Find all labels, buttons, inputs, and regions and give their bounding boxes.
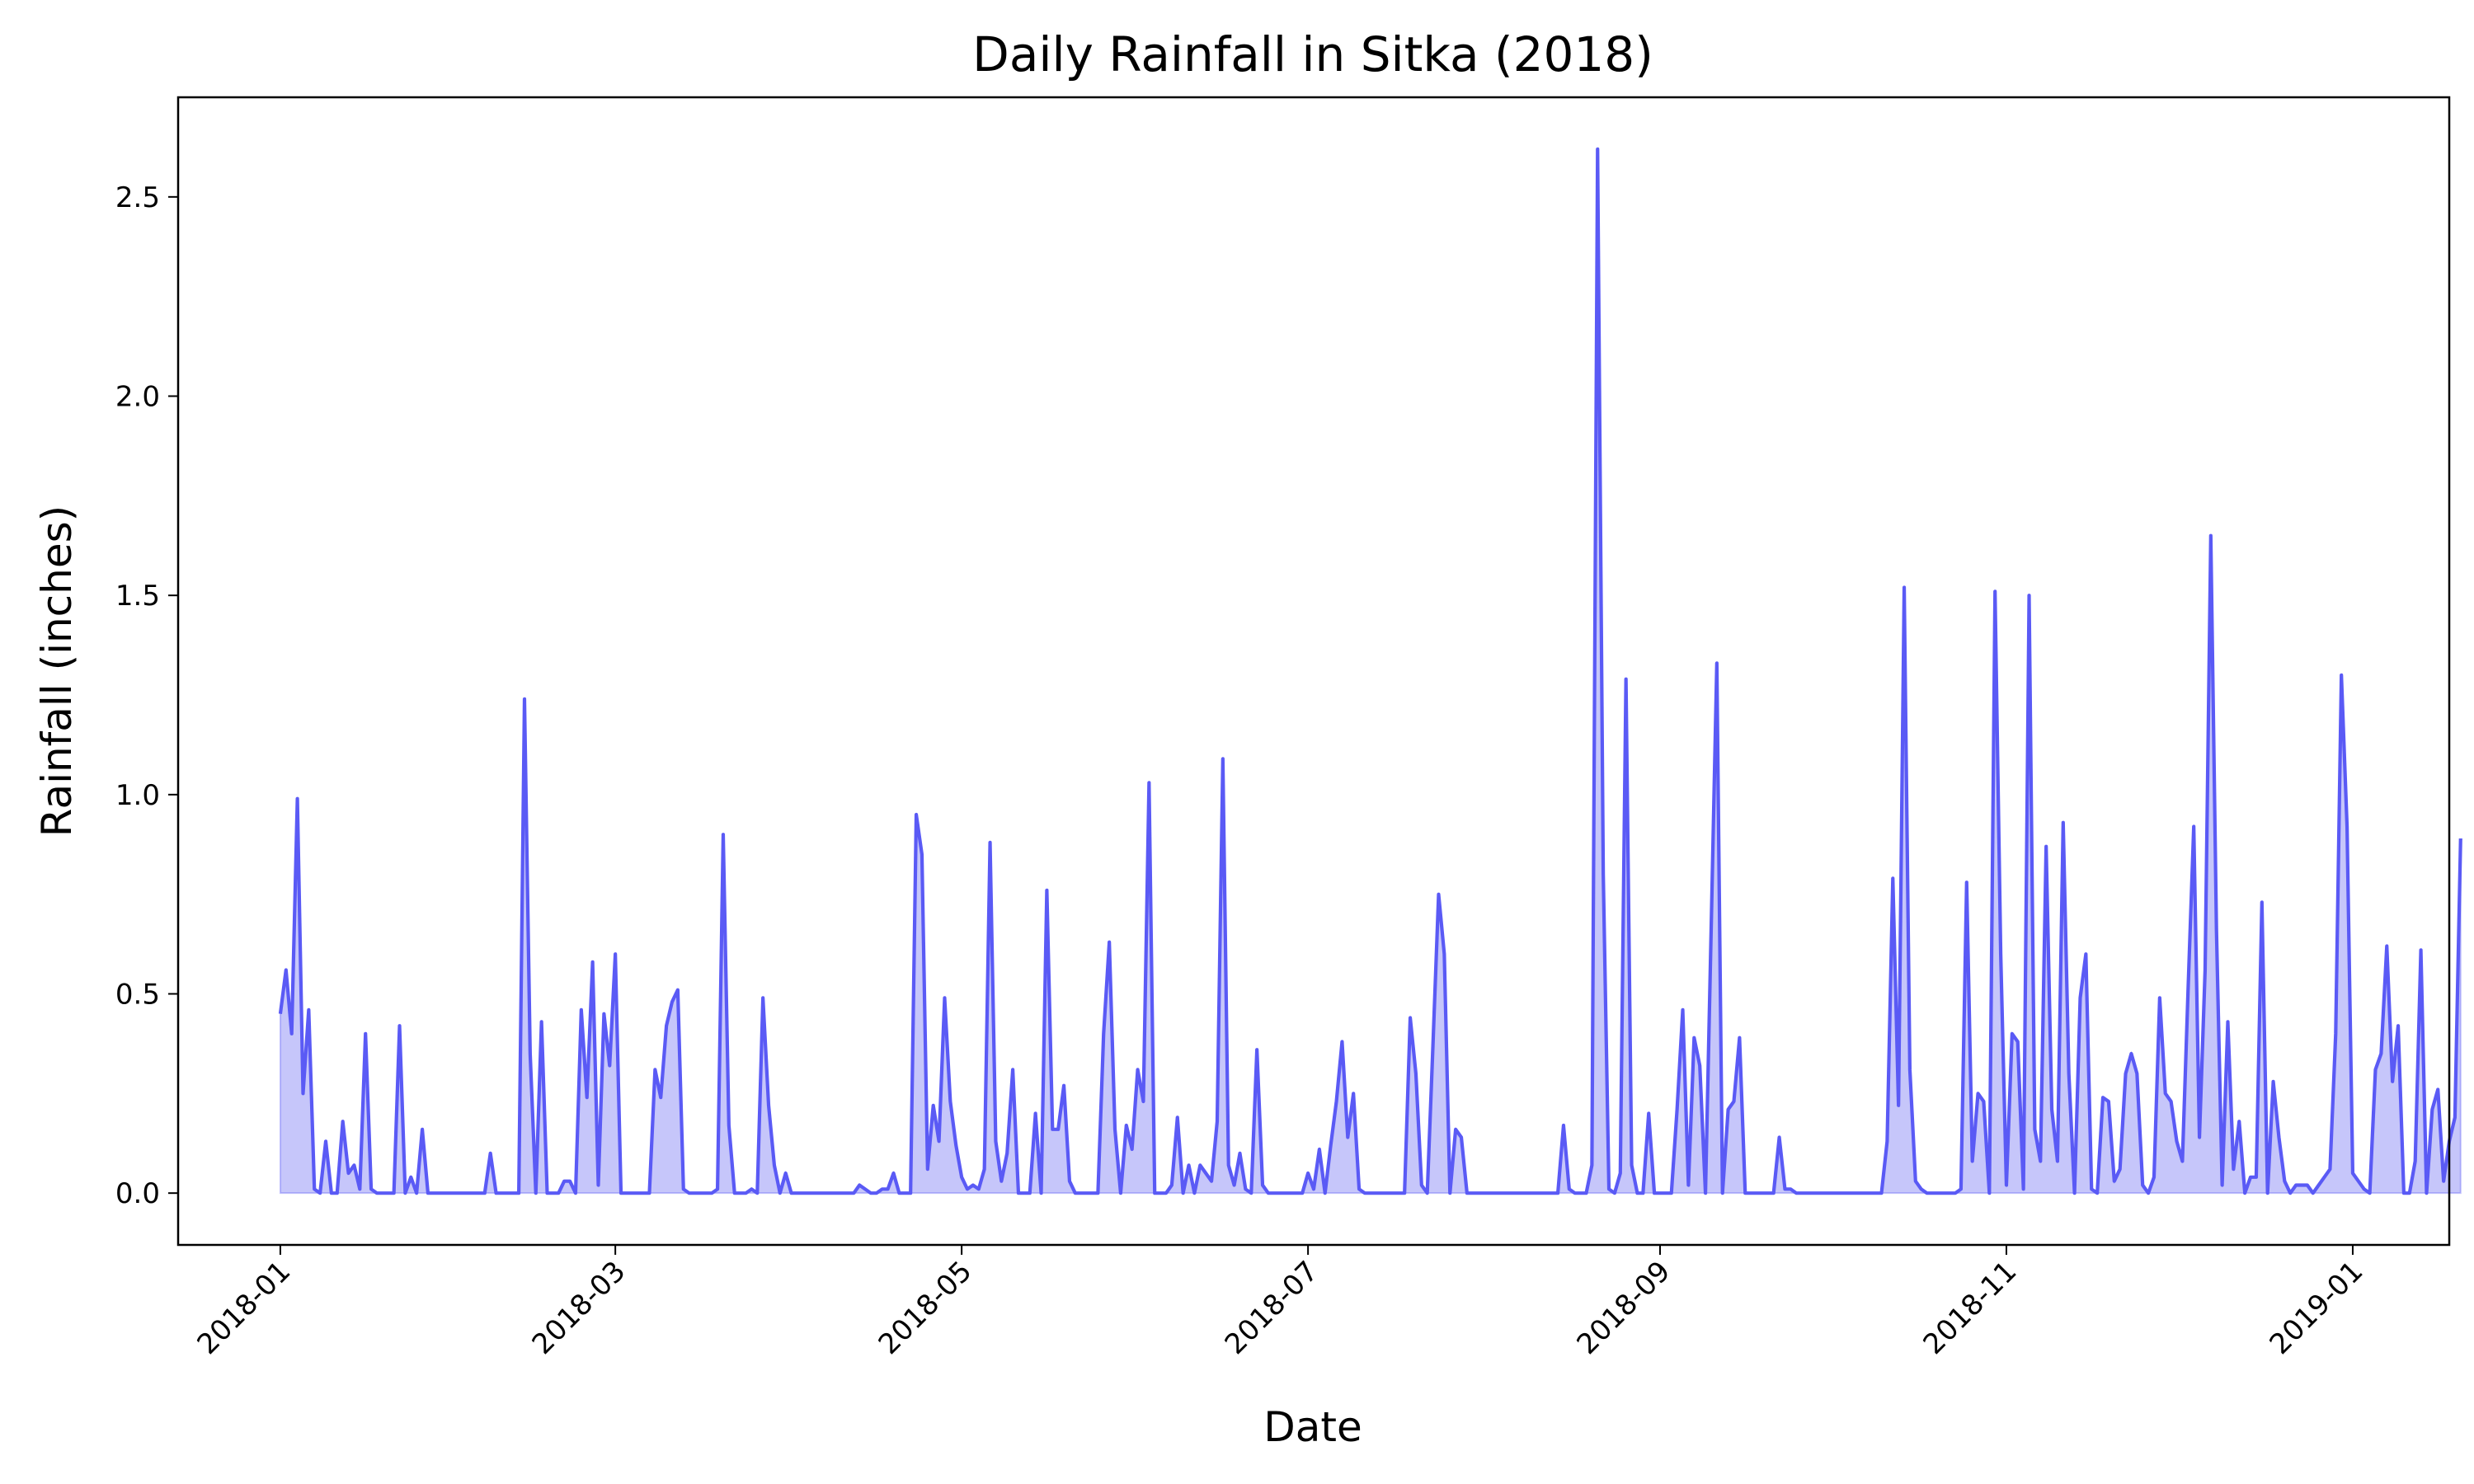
y-axis-label: Rainfall (inches): [33, 505, 81, 837]
x-tick-label: 2018-05: [872, 1255, 979, 1361]
plot-frame: [176, 96, 2451, 1247]
y-tick-label: 1.0: [115, 779, 160, 812]
plot-area: [278, 147, 2462, 1196]
x-axis-ticks: 2018-01 2018-03 2018-05 2018-07 2018-09 2018-…: [191, 1245, 2370, 1361]
y-tick-label: 0.0: [115, 1177, 160, 1210]
x-tick-label: 2018-11: [1917, 1255, 2024, 1361]
x-tick-label: 2018-07: [1219, 1255, 1325, 1361]
x-tick-label: 2018-03: [526, 1255, 633, 1361]
y-tick-label: 0.5: [115, 979, 160, 1012]
x-tick-label: 2018-01: [191, 1255, 298, 1361]
x-axis-label: Date: [1263, 1403, 1362, 1451]
y-tick-label: 1.5: [115, 580, 160, 613]
chart-title: Daily Rainfall in Sitka (2018): [972, 26, 1653, 82]
y-tick-label: 2.0: [115, 381, 160, 414]
x-tick-label: 2019-01: [2264, 1255, 2370, 1361]
x-tick-label: 2018-09: [1571, 1255, 1677, 1361]
rainfall-line: [278, 147, 2462, 1195]
y-tick-label: 2.5: [115, 181, 160, 214]
y-axis-ticks: 0.0 0.5 1.0 1.5 2.0 2.5: [115, 181, 178, 1210]
